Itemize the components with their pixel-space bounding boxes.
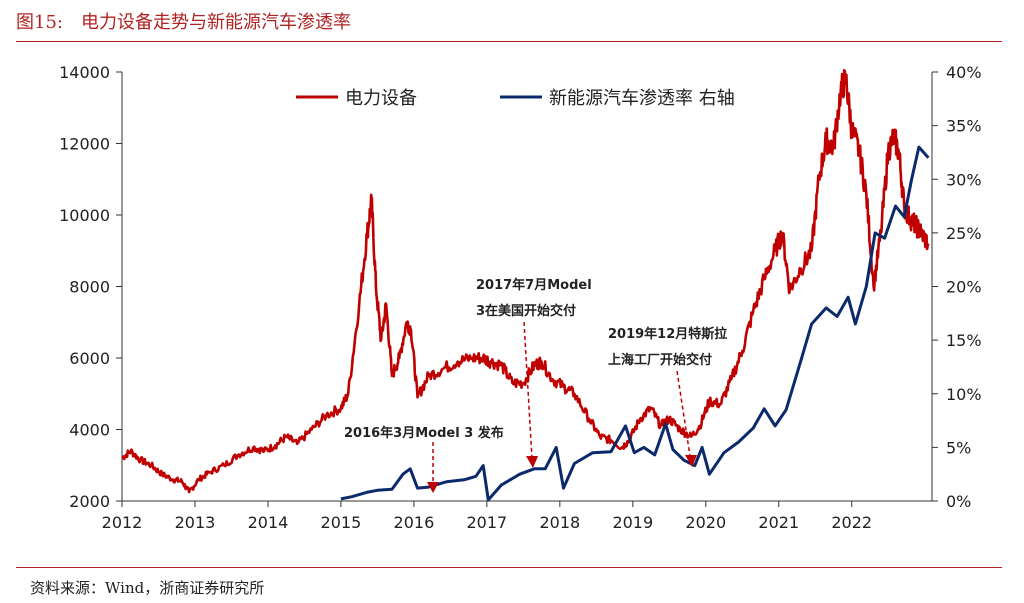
annotation-model3-delivery-line2: 3在美国开始交付 (476, 303, 576, 319)
right-axis-tick-label: 5% (946, 438, 971, 457)
annotation-arrowhead-shanghai-delivery (685, 455, 697, 467)
x-axis-tick-label: 2020 (685, 513, 726, 532)
left-axis-tick-label: 6000 (69, 349, 110, 368)
right-axis-tick-label: 35% (946, 117, 982, 136)
source-rule (16, 567, 1002, 568)
x-axis-tick-label: 2021 (758, 513, 799, 532)
x-axis-tick-label: 2012 (102, 513, 143, 532)
right-axis-tick-label: 0% (946, 492, 971, 511)
right-axis-tick-label: 20% (946, 278, 982, 297)
left-axis-tick-label: 10000 (59, 206, 110, 225)
x-axis-tick-label: 2016 (394, 513, 435, 532)
left-axis-tick-label: 8000 (69, 278, 110, 297)
annotation-model3-delivery-line1: 2017年7月Model (476, 277, 592, 293)
right-axis: 0% 5% 10% 15% 20% 25% 30% 35% 40% (931, 63, 982, 511)
right-axis-tick-label: 15% (946, 331, 982, 350)
annotation-arrow-shanghai-delivery (676, 370, 691, 457)
legend-label-power-equipment: 电力设备 (345, 88, 417, 109)
right-axis-tick-label: 40% (946, 63, 982, 82)
annotation-model3-announce: 2016年3月Model 3 发布 (344, 425, 504, 441)
left-axis: 2000 4000 6000 8000 10000 12000 14000 (59, 63, 123, 511)
right-axis-tick-label: 10% (946, 385, 982, 404)
title-rule (16, 41, 1002, 42)
annotations: 2016年3月Model 3 发布 2017年7月Model 3在美国开始交付 … (344, 277, 727, 493)
x-axis-tick-label: 2019 (612, 513, 653, 532)
series-line-nev-penetration (340, 145, 930, 502)
annotation-arrowhead-model3-delivery (526, 456, 538, 468)
x-axis-tick-label: 2013 (175, 513, 216, 532)
annotation-arrow-model3-delivery (523, 321, 533, 459)
legend: 电力设备 新能源汽车渗透率 右轴 (296, 88, 735, 109)
source-note: 资料来源：Wind，浙商证券研究所 (30, 579, 265, 597)
x-axis-tick-label: 2015 (321, 513, 362, 532)
left-axis-tick-label: 12000 (59, 135, 110, 154)
left-axis-tick-label: 4000 (69, 421, 110, 440)
series-line-power-equipment (121, 69, 930, 494)
left-axis-tick-label: 2000 (69, 492, 110, 511)
figure-title: 图15: 电力设备走势与新能源汽车渗透率 (16, 12, 351, 33)
x-axis-tick-label: 2022 (831, 513, 872, 532)
x-axis-tick-label: 2018 (539, 513, 580, 532)
x-axis-tick-label: 2017 (467, 513, 508, 532)
right-axis-tick-label: 30% (946, 170, 982, 189)
legend-label-nev-penetration: 新能源汽车渗透率 右轴 (549, 88, 735, 109)
annotation-shanghai-delivery-line1: 2019年12月特斯拉 (608, 326, 727, 342)
left-axis-tick-label: 14000 (59, 63, 110, 82)
annotation-arrowhead-model3-announce (427, 482, 439, 493)
right-axis-tick-label: 25% (946, 224, 982, 243)
x-axis: 2012 2013 2014 2015 2016 2017 2018 2019 2020 2021… (102, 500, 932, 532)
x-axis-tick-label: 2014 (248, 513, 289, 532)
annotation-shanghai-delivery-line2: 上海工厂开始交付 (608, 352, 712, 368)
